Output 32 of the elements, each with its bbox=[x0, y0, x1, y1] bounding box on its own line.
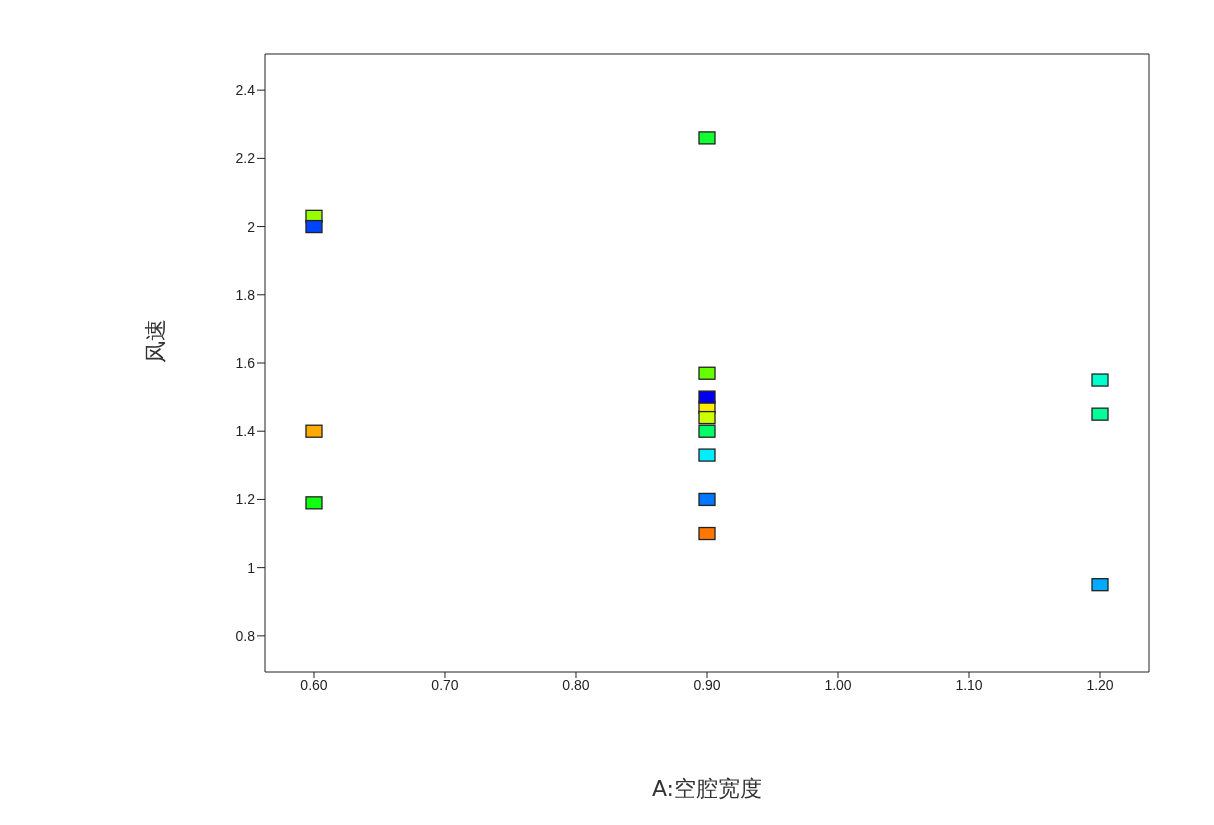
point bbox=[1091, 578, 1109, 592]
y-tick-label: 2.2 bbox=[235, 150, 256, 167]
point bbox=[1091, 373, 1109, 387]
x-tick-label: 0.60 bbox=[300, 676, 328, 693]
y-tick-label: 0.8 bbox=[235, 627, 256, 644]
x-tick-label: 1.20 bbox=[1086, 676, 1114, 693]
point bbox=[1091, 407, 1109, 421]
x-axis-title: A:空腔宽度 bbox=[651, 776, 763, 801]
point bbox=[698, 424, 716, 438]
point bbox=[698, 366, 716, 380]
point bbox=[698, 390, 716, 404]
y-tick-label: 1.6 bbox=[235, 354, 256, 371]
y-tick-label: 1 bbox=[247, 559, 256, 576]
point bbox=[305, 496, 323, 510]
point bbox=[305, 219, 323, 234]
y-tick-label: 1.4 bbox=[235, 423, 256, 440]
point bbox=[698, 492, 716, 507]
point bbox=[698, 448, 716, 462]
point bbox=[698, 410, 716, 425]
y-axis-title: 风速 bbox=[142, 319, 168, 363]
point bbox=[698, 526, 716, 541]
x-tick-label: 1.10 bbox=[955, 676, 983, 693]
y-tick-label: 2 bbox=[247, 218, 256, 235]
y-tick-label: 2.4 bbox=[235, 82, 256, 99]
point bbox=[305, 424, 323, 438]
x-tick-label: 0.80 bbox=[562, 676, 590, 693]
x-tick-label: 1.00 bbox=[824, 676, 852, 693]
point bbox=[698, 131, 716, 145]
x-tick-label: 0.90 bbox=[693, 676, 721, 693]
x-tick-label: 0.70 bbox=[431, 676, 459, 693]
y-tick-label: 1.8 bbox=[235, 286, 256, 303]
y-tick-label: 1.2 bbox=[235, 491, 256, 508]
